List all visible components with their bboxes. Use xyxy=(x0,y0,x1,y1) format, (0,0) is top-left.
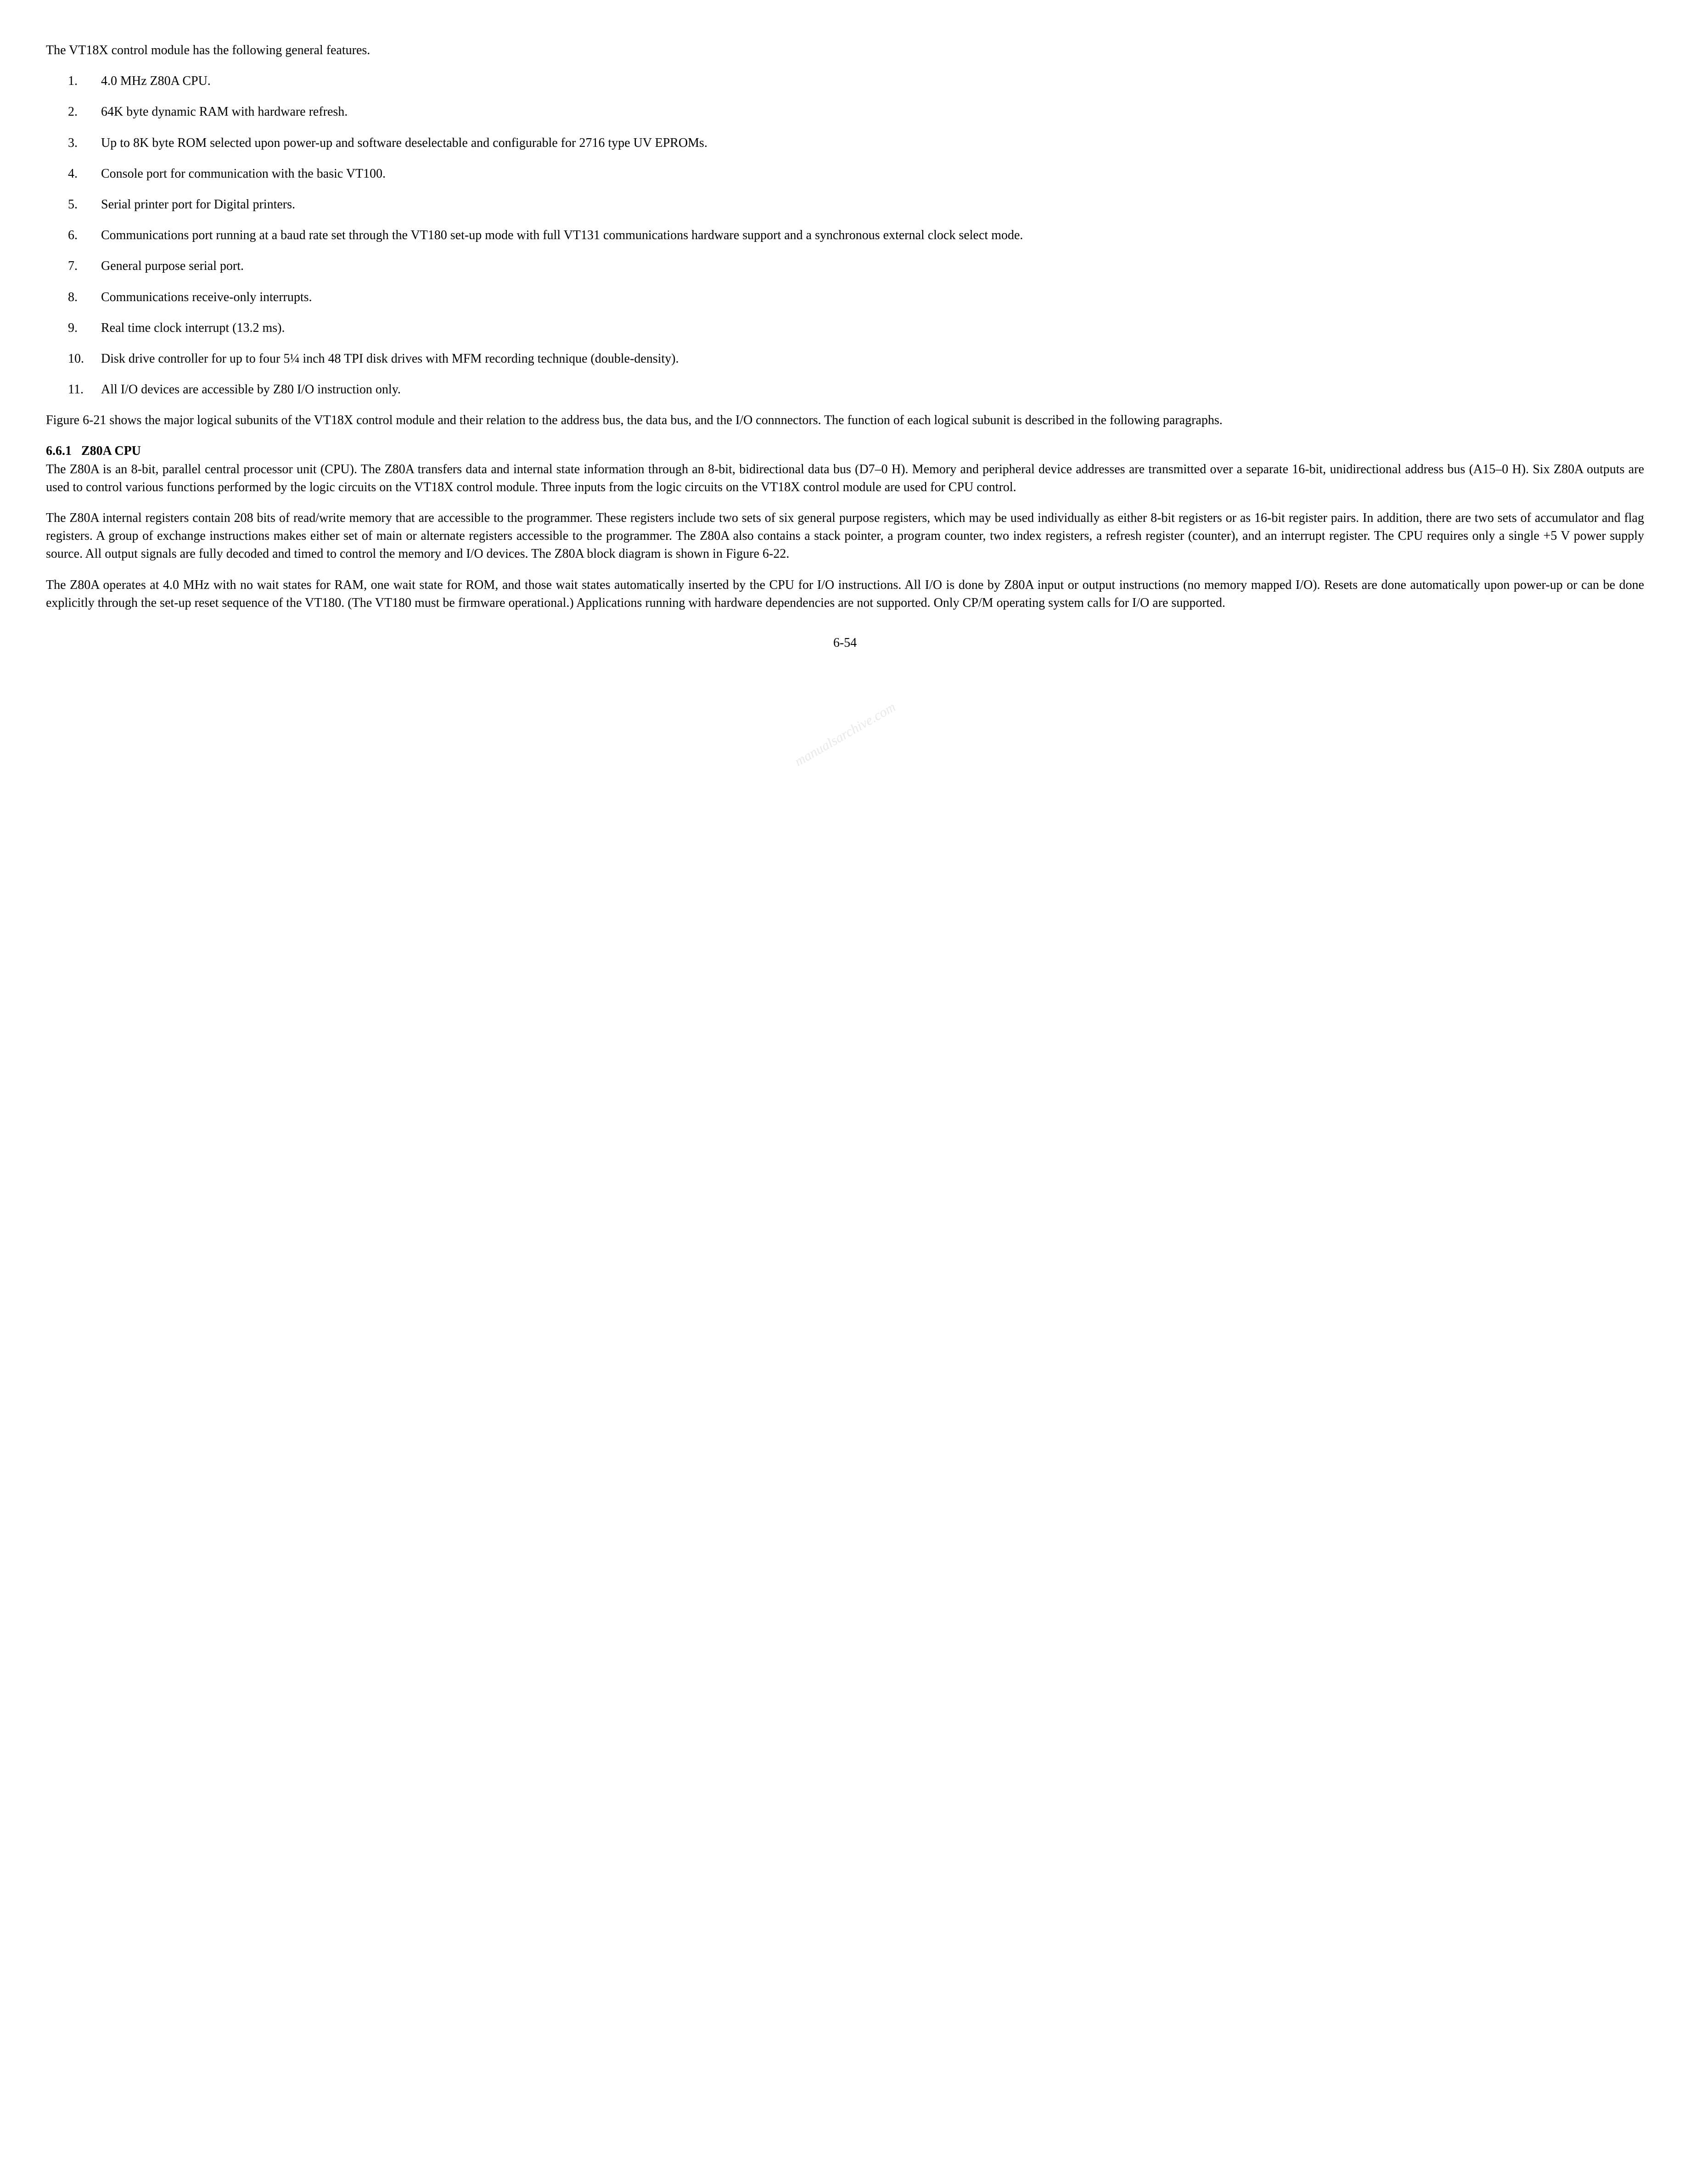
list-item: 9. Real time clock interrupt (13.2 ms). xyxy=(46,319,1644,337)
list-item: 8. Communications receive-only interrupt… xyxy=(46,288,1644,306)
item-text: Console port for communication with the … xyxy=(101,165,1644,183)
watermark-text: manualsarchive.com xyxy=(791,698,899,771)
list-item: 3. Up to 8K byte ROM selected upon power… xyxy=(46,134,1644,152)
item-number: 2. xyxy=(68,103,101,121)
list-item: 6. Communications port running at a baud… xyxy=(46,226,1644,244)
item-text: All I/O devices are accessible by Z80 I/… xyxy=(101,381,1644,398)
item-number: 1. xyxy=(68,72,101,90)
item-text: Serial printer port for Digital printers… xyxy=(101,196,1644,213)
page-number: 6-54 xyxy=(46,634,1644,652)
feature-list: 1. 4.0 MHz Z80A CPU. 2. 64K byte dynamic… xyxy=(46,72,1644,398)
item-number: 7. xyxy=(68,257,101,275)
section-paragraph-3: The Z80A operates at 4.0 MHz with no wai… xyxy=(46,576,1644,612)
item-text: Communications port running at a baud ra… xyxy=(101,226,1644,244)
item-text: Communications receive-only interrupts. xyxy=(101,288,1644,306)
item-text: Real time clock interrupt (13.2 ms). xyxy=(101,319,1644,337)
page-content: The VT18X control module has the followi… xyxy=(46,41,1644,652)
section-paragraph-2: The Z80A internal registers contain 208 … xyxy=(46,509,1644,563)
item-number: 9. xyxy=(68,319,101,337)
item-number: 11. xyxy=(68,381,101,398)
item-text: 4.0 MHz Z80A CPU. xyxy=(101,72,1644,90)
list-item: 11. All I/O devices are accessible by Z8… xyxy=(46,381,1644,398)
list-item: 2. 64K byte dynamic RAM with hardware re… xyxy=(46,103,1644,121)
list-item: 5. Serial printer port for Digital print… xyxy=(46,196,1644,213)
item-text: 64K byte dynamic RAM with hardware refre… xyxy=(101,103,1644,121)
item-number: 8. xyxy=(68,288,101,306)
intro-paragraph: The VT18X control module has the followi… xyxy=(46,41,1644,59)
list-item: 7. General purpose serial port. xyxy=(46,257,1644,275)
item-number: 4. xyxy=(68,165,101,183)
item-number: 5. xyxy=(68,196,101,213)
item-number: 6. xyxy=(68,226,101,244)
item-text: Up to 8K byte ROM selected upon power-up… xyxy=(101,134,1644,152)
item-number: 3. xyxy=(68,134,101,152)
list-item: 1. 4.0 MHz Z80A CPU. xyxy=(46,72,1644,90)
figure-reference-paragraph: Figure 6-21 shows the major logical subu… xyxy=(46,411,1644,429)
list-item: 4. Console port for communication with t… xyxy=(46,165,1644,183)
item-text: General purpose serial port. xyxy=(101,257,1644,275)
list-item: 10. Disk drive controller for up to four… xyxy=(46,350,1644,368)
item-number: 10. xyxy=(68,350,101,368)
section-heading: 6.6.1 Z80A CPU xyxy=(46,442,1644,460)
item-text: Disk drive controller for up to four 5¼ … xyxy=(101,350,1644,368)
section-paragraph-1: The Z80A is an 8-bit, parallel central p… xyxy=(46,460,1644,496)
